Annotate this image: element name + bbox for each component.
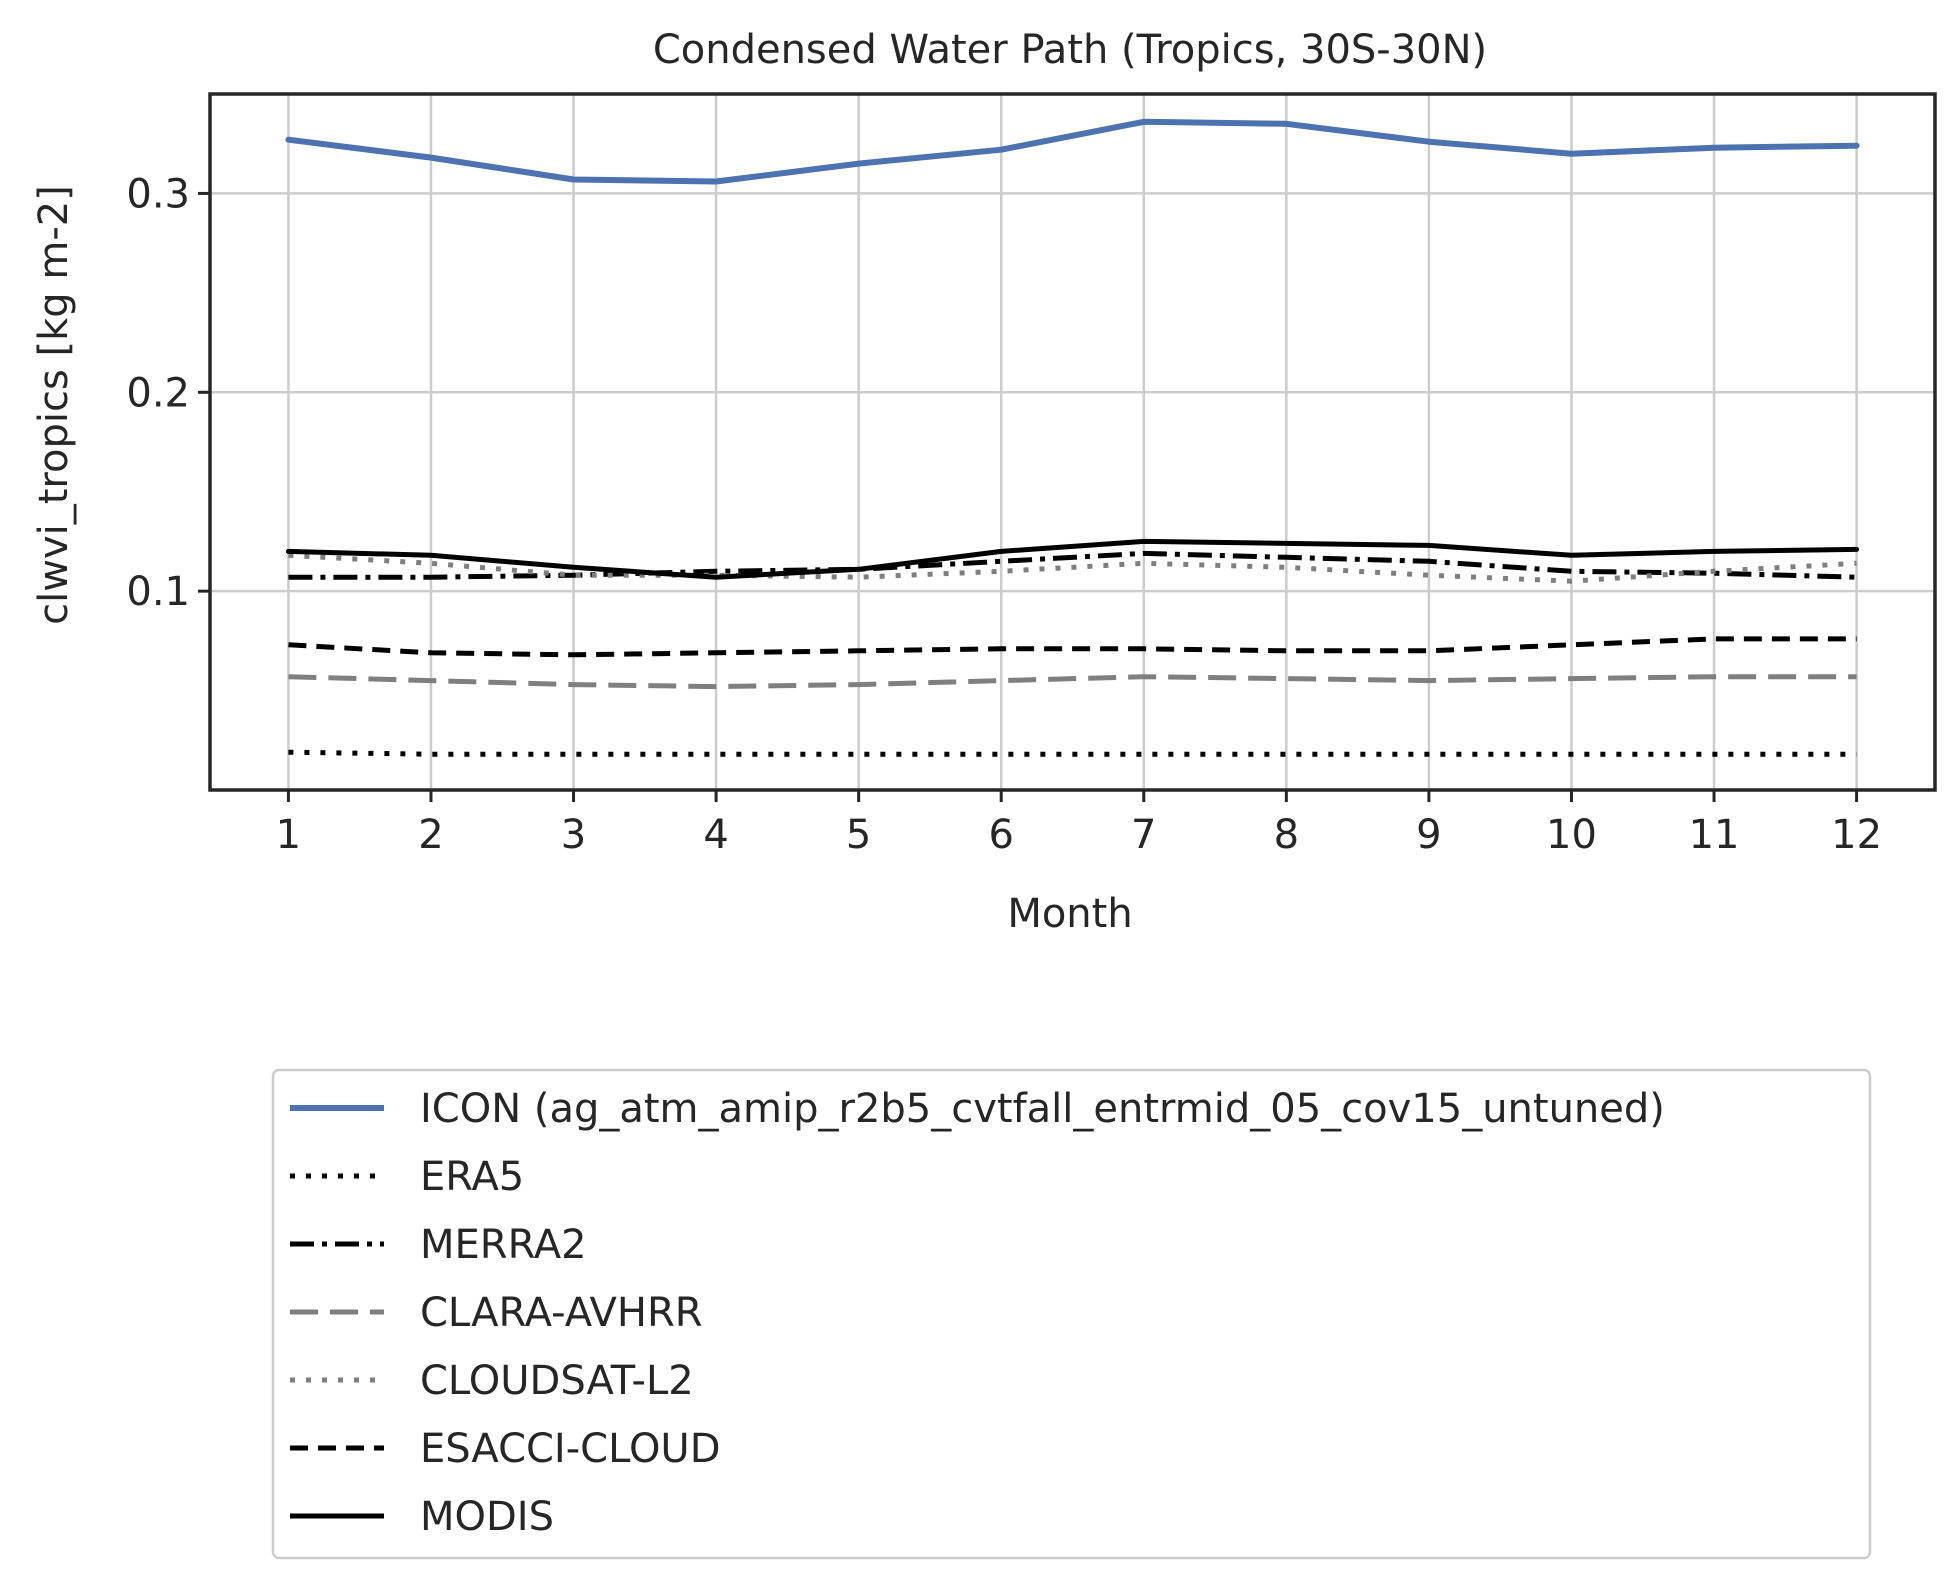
legend: ICON (ag_atm_amip_r2b5_cvtfall_entrmid_0… xyxy=(271,1068,1872,1560)
y-axis-ticks: 0.1 0.2 0.3 xyxy=(126,171,210,615)
x-tick-label: 8 xyxy=(1274,812,1299,858)
x-tick-label: 12 xyxy=(1831,812,1882,858)
legend-label: CLARA-AVHRR xyxy=(420,1290,703,1336)
grid-lines xyxy=(210,94,1935,790)
x-tick-label: 1 xyxy=(276,812,301,858)
series-line-1 xyxy=(285,118,1860,185)
legend-label: ERA5 xyxy=(420,1154,524,1200)
x-tick-label: 7 xyxy=(1131,812,1156,858)
x-tick-label: 10 xyxy=(1546,812,1597,858)
x-tick-label: 9 xyxy=(1416,812,1441,858)
x-axis-label: Month xyxy=(1007,891,1132,937)
x-tick-label: 4 xyxy=(703,812,728,858)
x-tick-label: 11 xyxy=(1689,812,1740,858)
x-tick-label: 2 xyxy=(418,812,443,858)
legend-label: ICON (ag_atm_amip_r2b5_cvtfall_entrmid_0… xyxy=(420,1086,1665,1132)
plot-frame xyxy=(208,92,1937,792)
series-line-4 xyxy=(288,674,1857,690)
series-line-7 xyxy=(285,538,1860,580)
legend-label: MERRA2 xyxy=(420,1222,587,1268)
x-axis-ticks: 1 2 3 4 5 6 7 8 9 10 11 12 xyxy=(276,790,1882,858)
legend-items: ICON (ag_atm_amip_r2b5_cvtfall_entrmid_0… xyxy=(290,1086,1665,1540)
chart-title: Condensed Water Path (Tropics, 30S-30N) xyxy=(653,27,1487,73)
legend-label: MODIS xyxy=(420,1494,554,1540)
y-tick-label: 0.3 xyxy=(126,171,190,217)
series-layer xyxy=(285,118,1860,757)
x-tick-label: 5 xyxy=(846,812,871,858)
legend-box xyxy=(271,1068,1872,1560)
y-tick-label: 0.2 xyxy=(126,370,190,416)
series-line-3 xyxy=(288,550,1857,580)
y-tick-label: 0.1 xyxy=(126,569,190,615)
x-tick-label: 3 xyxy=(561,812,586,858)
y-axis-label: clwvi_tropics [kg m-2] xyxy=(31,185,77,625)
legend-label: CLOUDSAT-L2 xyxy=(420,1358,694,1404)
series-line-6 xyxy=(288,636,1857,658)
x-tick-label: 6 xyxy=(988,812,1013,858)
legend-label: ESACCI-CLOUD xyxy=(420,1426,721,1472)
series-line-5 xyxy=(288,552,1857,584)
series-line-2 xyxy=(288,749,1857,757)
